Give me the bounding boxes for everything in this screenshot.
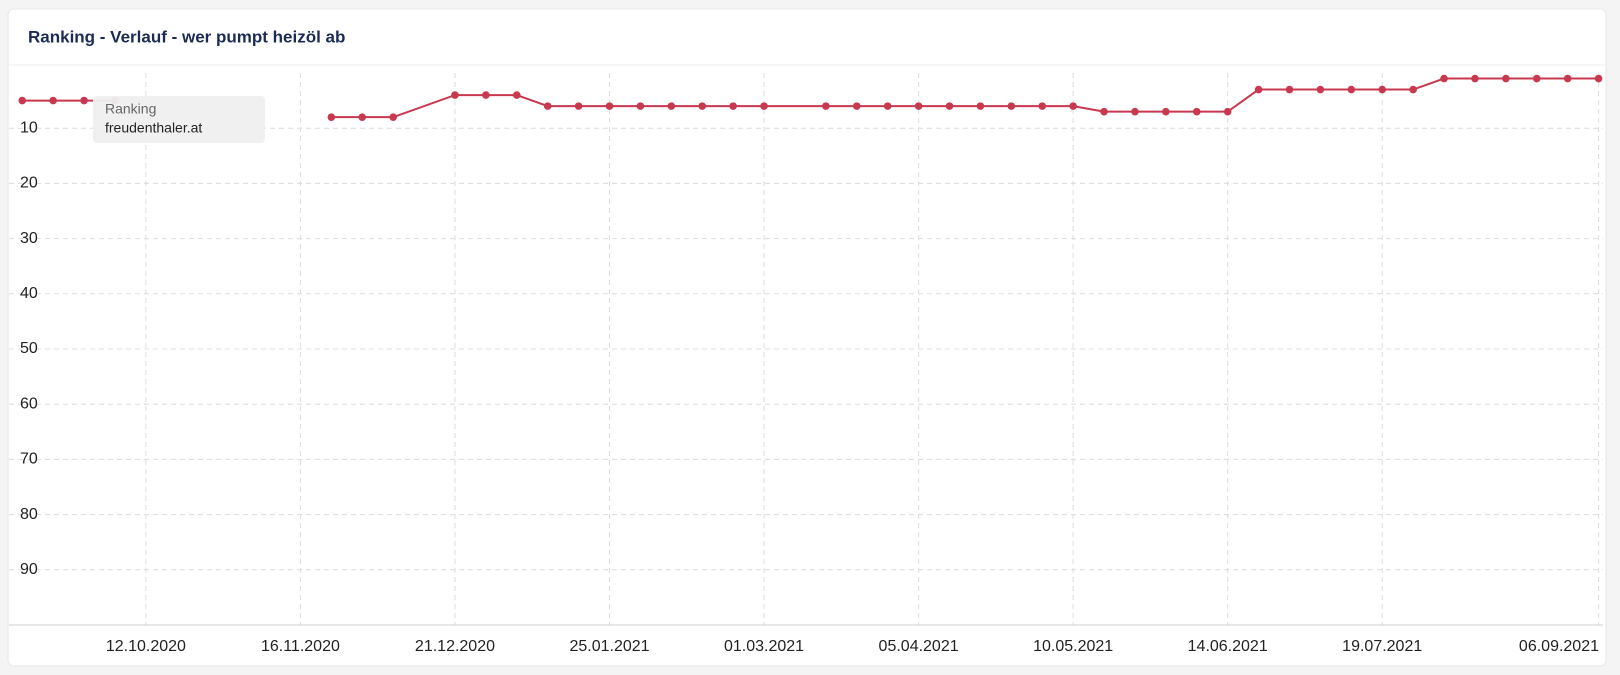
- data-point: [1471, 74, 1479, 83]
- data-point: [1254, 85, 1263, 94]
- plot-area: 10 20 30 40 50 60 70 80 90 12.10.2020 16.11.2020 21…: [9, 73, 1603, 655]
- data-point: [1378, 85, 1387, 94]
- data-point: [636, 102, 645, 110]
- data-point: [976, 102, 985, 110]
- data-point: [574, 102, 583, 110]
- x-tick-label: 10.05.2021: [1033, 638, 1113, 655]
- tooltip-title: Ranking: [105, 101, 156, 117]
- data-point: [389, 113, 397, 121]
- x-tick-label: 19.07.2021: [1342, 638, 1422, 655]
- y-tick-label: 30: [20, 230, 38, 247]
- data-point: [729, 102, 737, 110]
- x-tick-label: 14.06.2021: [1188, 638, 1268, 655]
- x-tick-label: 21.12.2020: [415, 638, 495, 655]
- data-point: [451, 91, 459, 99]
- data-point: [667, 102, 676, 110]
- x-tick-label: 05.04.2021: [879, 638, 959, 655]
- data-point: [1409, 85, 1417, 94]
- card: [7, 8, 1607, 667]
- y-tick-label: 90: [20, 561, 38, 578]
- x-tick-label: 01.03.2021: [724, 638, 804, 655]
- data-point: [543, 102, 552, 110]
- tooltip-series: freudenthaler.at: [105, 120, 202, 136]
- x-tick-label: 12.10.2020: [106, 638, 186, 655]
- y-tick-label: 20: [20, 175, 38, 192]
- data-point: [1502, 74, 1510, 83]
- series-line: [331, 77, 1599, 119]
- data-point: [1347, 85, 1356, 94]
- data-point: [1100, 107, 1108, 116]
- y-tick-label: 50: [20, 340, 38, 357]
- data-point: [1440, 74, 1448, 83]
- data-point: [1162, 107, 1170, 116]
- tooltip: Ranking freudenthaler.at: [93, 96, 265, 143]
- data-point: [49, 96, 57, 105]
- data-point: [358, 113, 367, 121]
- x-tick-label: 06.09.2021: [1519, 638, 1599, 655]
- data-point: [1316, 85, 1325, 94]
- data-point: [1285, 85, 1294, 94]
- data-point: [883, 102, 892, 110]
- data-point: [1131, 107, 1139, 116]
- x-tick-label: 16.11.2020: [261, 638, 340, 655]
- data-point: [1192, 107, 1201, 116]
- data-point: [80, 96, 88, 105]
- chart-title: Ranking - Verlauf - wer pumpt heizöl ab: [28, 27, 345, 46]
- y-tick-label: 80: [20, 506, 38, 523]
- data-point: [512, 91, 521, 99]
- data-point: [1007, 102, 1016, 110]
- data-point: [760, 102, 768, 110]
- y-tick-label: 60: [20, 395, 38, 412]
- y-tick-label: 10: [20, 119, 38, 136]
- data-point: [482, 91, 490, 99]
- data-point: [1563, 74, 1572, 83]
- data-point: [327, 113, 336, 121]
- tooltip-box: [93, 96, 265, 143]
- data-point: [1594, 74, 1603, 83]
- data-point: [945, 102, 954, 110]
- data-point: [1069, 102, 1077, 110]
- y-tick-label: 70: [20, 451, 38, 468]
- y-tick-label: 40: [20, 285, 38, 302]
- x-tick-label: 25.01.2021: [569, 638, 649, 655]
- data-point: [914, 102, 923, 110]
- data-point: [1223, 107, 1232, 116]
- data-point: [605, 102, 614, 110]
- data-point: [18, 96, 27, 105]
- data-point: [852, 102, 861, 110]
- data-point: [1038, 102, 1047, 110]
- data-point: [822, 102, 830, 110]
- data-point: [1532, 74, 1541, 83]
- data-point: [698, 102, 707, 110]
